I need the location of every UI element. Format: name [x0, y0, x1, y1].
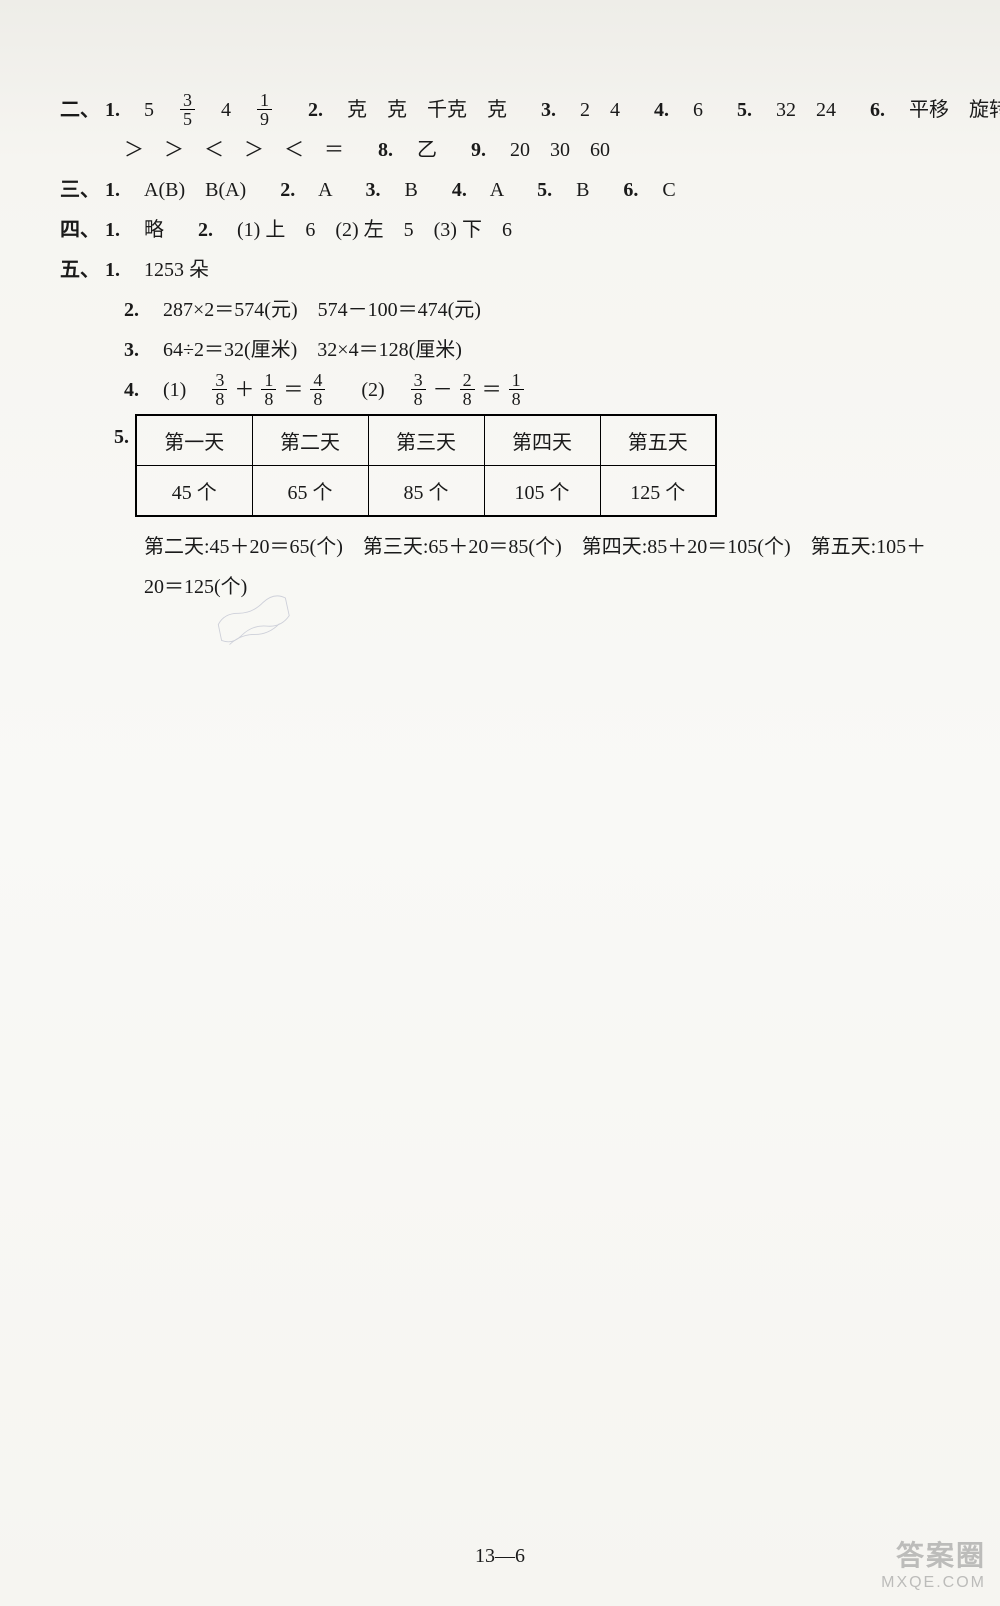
- eq: ＝: [283, 379, 303, 401]
- sec2-q5-n: 5.: [737, 99, 752, 121]
- sec2-q2-n: 2.: [308, 99, 323, 121]
- sec4-line: 四、 1. 略 2. (1) 上 6 (2) 左 5 (3) 下 6: [60, 210, 960, 250]
- frac: 48: [310, 371, 325, 408]
- table-cell: 第五天: [600, 415, 716, 466]
- table-cell: 第二天: [252, 415, 368, 466]
- sec4-q1-text: 略: [144, 219, 164, 241]
- page-number: 13—6: [0, 1545, 1000, 1568]
- sec2-q9-n: 9.: [471, 139, 486, 161]
- sec2-q2-text: 克 克 千克 克: [347, 99, 507, 121]
- sec2-line2: ＞ ＞ ＜ ＞ ＜ ＝ 8. 乙 9. 20 30 60: [60, 130, 960, 170]
- sec2-q6-text: 平移 旋转 旋转: [909, 99, 1000, 121]
- sec5-q1-n: 1.: [105, 259, 120, 281]
- sec5-q1-text: 1253 朵: [144, 259, 209, 281]
- sec2-q3-n: 3.: [541, 99, 556, 121]
- sec5-q3-line: 3. 64÷2＝32(厘米) 32×4＝128(厘米): [60, 330, 960, 370]
- table-cell: 125 个: [600, 466, 716, 517]
- sec4-label: 四、: [60, 219, 100, 241]
- watermark-line2: MXQE.COM: [881, 1574, 986, 1592]
- sec4-q2-text: (1) 上 6 (2) 左 5 (3) 下 6: [237, 219, 512, 241]
- sec3-q3-text: B: [404, 179, 417, 201]
- frac: 38: [212, 371, 227, 408]
- op: －: [433, 379, 453, 401]
- sec2-q5-text: 32 24: [776, 99, 836, 121]
- table-cell: 85 个: [368, 466, 484, 517]
- sec3-q4-n: 4.: [452, 179, 467, 201]
- sec5-q4-line: 4. (1) 38 ＋ 18 ＝ 48 (2) 38 － 28 ＝ 18: [60, 370, 960, 410]
- sec2-q6-n: 6.: [870, 99, 885, 121]
- sec3-q2-text: A: [318, 179, 331, 201]
- sec5-q5-table: 第一天 第二天 第三天 第四天 第五天 45 个 65 个 85 个 105 个…: [135, 414, 717, 517]
- sec5-q1-line: 五、 1. 1253 朵: [60, 250, 960, 290]
- sec2-q3-text: 2 4: [580, 99, 620, 121]
- sec2-line1: 二、 1. 5 3 5 4 1 9 2. 克 克 千克 克 3. 2 4 4. …: [60, 90, 960, 130]
- frac: 38: [411, 371, 426, 408]
- table-cell: 第一天: [136, 415, 252, 466]
- sec2-q1-a: 5: [144, 99, 154, 121]
- sec3-q5-text: B: [576, 179, 589, 201]
- sec2-q8-n: 8.: [378, 139, 393, 161]
- sec2-q9-text: 20 30 60: [510, 139, 610, 161]
- watermark-line1: 答案圈: [881, 1534, 986, 1574]
- sec4-q2-n: 2.: [198, 219, 213, 241]
- sec2-q8-text: 乙: [417, 139, 437, 161]
- sec3-q3-n: 3.: [365, 179, 380, 201]
- sec5-q4-p1-label: (1): [163, 379, 186, 401]
- sec2-q4-text: 6: [693, 99, 703, 121]
- sec4-q1-n: 1.: [105, 219, 120, 241]
- sec5-q3-text: 64÷2＝32(厘米) 32×4＝128(厘米): [163, 339, 462, 361]
- sec3-line: 三、 1. A(B) B(A) 2. A 3. B 4. A 5. B 6. C: [60, 170, 960, 210]
- sec5-q2-n: 2.: [124, 299, 139, 321]
- op: ＋: [234, 379, 254, 401]
- sec5-q4-n: 4.: [124, 379, 139, 401]
- eq: ＝: [482, 379, 502, 401]
- sec2-q7-cont: ＞ ＞ ＜ ＞ ＜ ＝: [124, 139, 344, 161]
- sec3-q6-text: C: [662, 179, 675, 201]
- sec5-q4-p2-label: (2): [361, 379, 384, 401]
- sec3-label: 三、: [60, 179, 100, 201]
- sec3-q2-n: 2.: [280, 179, 295, 201]
- table-cell: 65 个: [252, 466, 368, 517]
- sec3-q1-n: 1.: [105, 179, 120, 201]
- sec2-q1-frac2: 1 9: [257, 91, 272, 128]
- sec2-q1-b: 4: [221, 99, 231, 121]
- frac: 28: [460, 371, 475, 408]
- table-row: 45 个 65 个 85 个 105 个 125 个: [136, 466, 716, 517]
- sec3-q1-text: A(B) B(A): [144, 179, 246, 201]
- sec5-q5-wrap: 5. 第一天 第二天 第三天 第四天 第五天 45 个 65 个 85 个 10…: [60, 414, 960, 517]
- sec3-q6-n: 6.: [623, 179, 638, 201]
- sec5-q2-line: 2. 287×2＝574(元) 574－100＝474(元): [60, 290, 960, 330]
- table-cell: 第三天: [368, 415, 484, 466]
- sec3-q5-n: 5.: [537, 179, 552, 201]
- page: 二、 1. 5 3 5 4 1 9 2. 克 克 千克 克 3. 2 4 4. …: [0, 0, 1000, 1606]
- sec2-q4-n: 4.: [654, 99, 669, 121]
- sec5-q5-n: 5.: [60, 414, 135, 449]
- sec2-q1-frac1: 3 5: [180, 91, 195, 128]
- sec5-q3-n: 3.: [124, 339, 139, 361]
- table-cell: 45 个: [136, 466, 252, 517]
- sec5-q5-below: 第二天:45＋20＝65(个) 第三天:65＋20＝85(个) 第四天:85＋2…: [60, 527, 940, 607]
- sec2-q1-n: 1.: [105, 99, 120, 121]
- table-row: 第一天 第二天 第三天 第四天 第五天: [136, 415, 716, 466]
- table-cell: 105 个: [484, 466, 600, 517]
- frac: 18: [261, 371, 276, 408]
- table-cell: 第四天: [484, 415, 600, 466]
- sec5-q2-text: 287×2＝574(元) 574－100＝474(元): [163, 299, 481, 321]
- watermark: 答案圈 MXQE.COM: [881, 1534, 986, 1592]
- frac: 18: [509, 371, 524, 408]
- sec3-q4-text: A: [490, 179, 503, 201]
- sec5-label: 五、: [60, 259, 100, 281]
- sec2-label: 二、: [60, 99, 100, 121]
